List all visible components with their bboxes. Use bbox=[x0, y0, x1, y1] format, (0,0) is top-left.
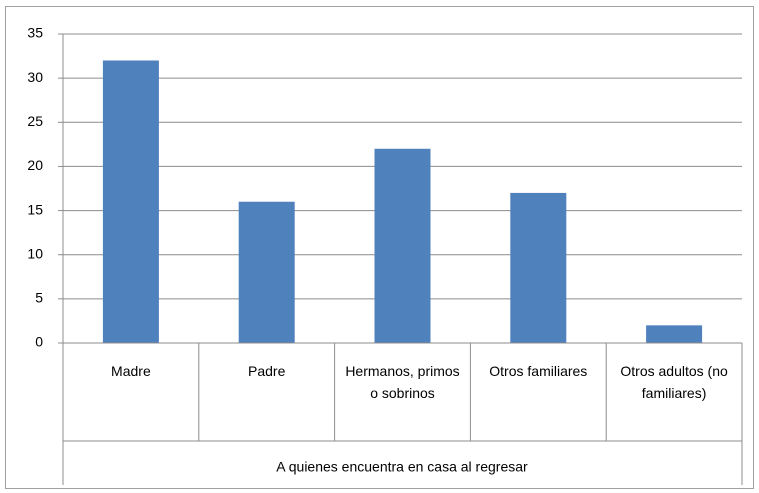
y-tick-label: 35 bbox=[27, 25, 43, 41]
bar bbox=[374, 148, 431, 343]
y-tick-label: 0 bbox=[35, 334, 43, 350]
bar bbox=[102, 60, 159, 343]
x-tick-label-box: Otros familiares bbox=[489, 363, 588, 379]
bar bbox=[510, 192, 567, 343]
y-tick-label: 10 bbox=[27, 245, 43, 261]
y-tick-label: 20 bbox=[27, 157, 43, 173]
y-tick-label: 25 bbox=[27, 113, 43, 129]
y-tick-label: 5 bbox=[35, 290, 43, 306]
x-tick-label-box: Otros adultos (no familiares) bbox=[620, 363, 728, 401]
x-tick-label: Otros adultos (no familiares) bbox=[620, 363, 728, 401]
x-axis-title: A quienes encuentra en casa al regresar bbox=[276, 459, 528, 475]
x-tick-label-box: Hermanos, primos o sobrinos bbox=[345, 363, 460, 401]
x-tick-label: Padre bbox=[248, 363, 286, 379]
x-tick-label-box: Madre bbox=[111, 363, 151, 379]
bar bbox=[238, 201, 295, 343]
x-tick-label: Otros familiares bbox=[489, 363, 588, 379]
y-tick-label: 30 bbox=[27, 69, 43, 85]
x-tick-label: Hermanos, primos o sobrinos bbox=[345, 363, 460, 401]
x-tick-label-box: Padre bbox=[248, 363, 286, 379]
y-tick-label: 15 bbox=[27, 201, 43, 217]
bar bbox=[646, 325, 703, 343]
x-tick-label: Madre bbox=[111, 363, 151, 379]
